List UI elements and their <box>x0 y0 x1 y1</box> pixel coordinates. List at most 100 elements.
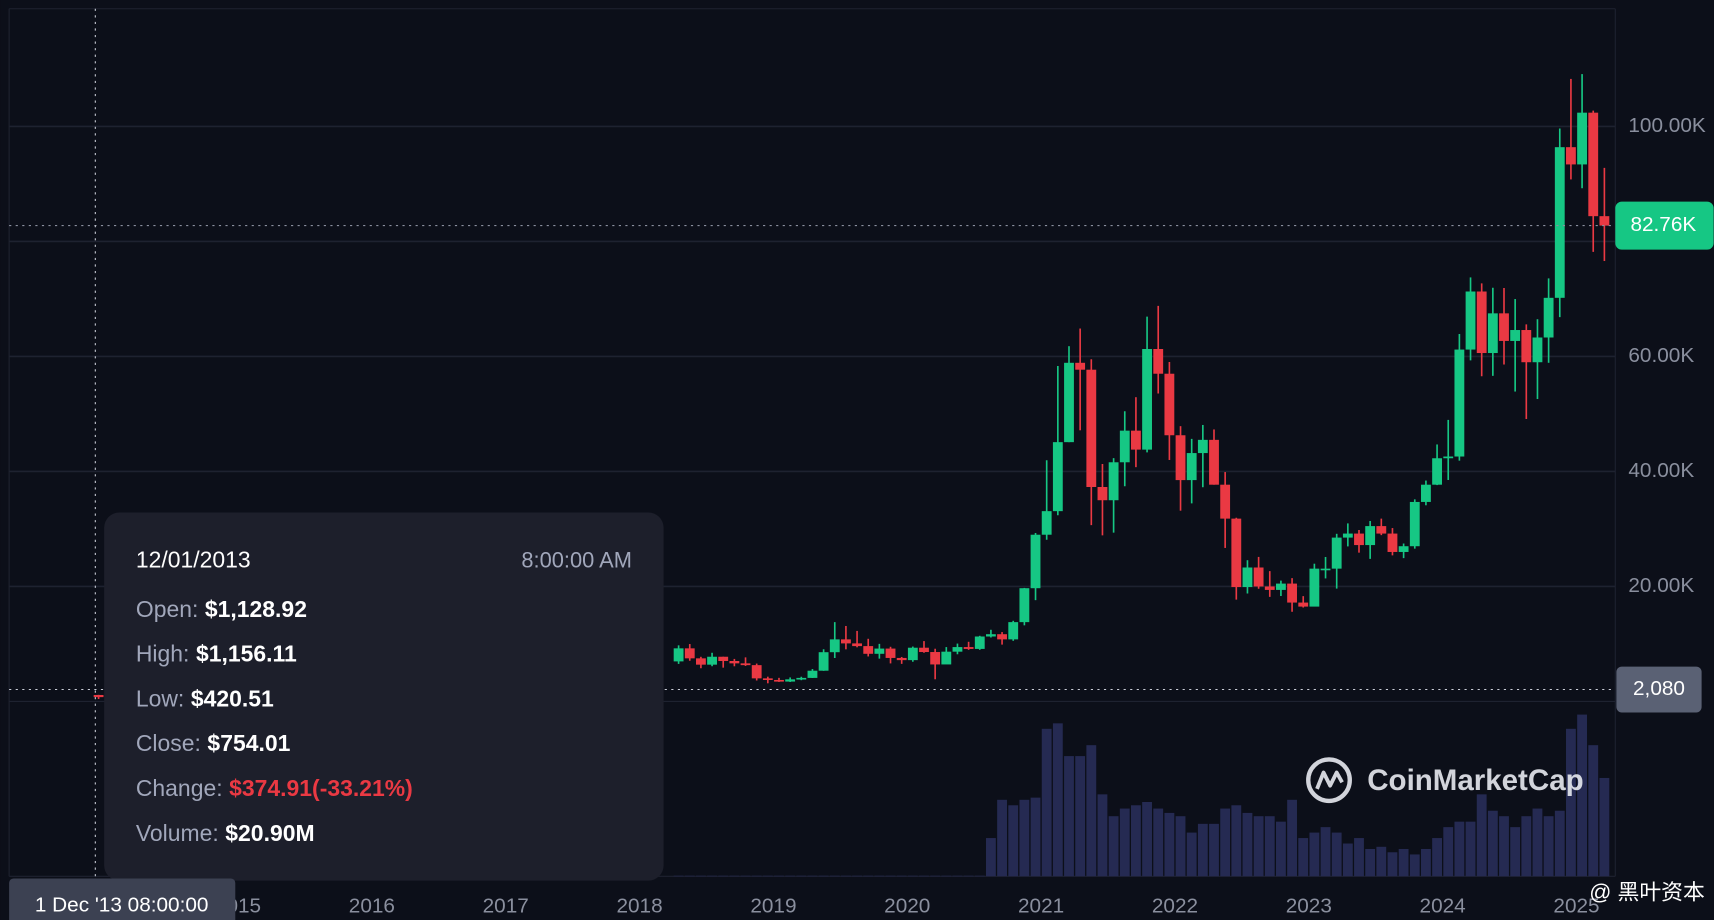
crosshair-price-label: 2,080 <box>1633 677 1685 700</box>
x-tick-label: 2022 <box>1152 894 1198 917</box>
candle-body <box>941 651 952 665</box>
volume-bar <box>941 875 952 877</box>
crosshair-date-label: 1 Dec '13 08:00:00 <box>35 893 209 916</box>
x-tick-label: 2020 <box>884 894 930 917</box>
candle-body <box>1209 439 1219 485</box>
volume-bar <box>997 799 1007 877</box>
candle-body <box>1264 586 1275 590</box>
volume-bar <box>852 875 862 877</box>
tooltip-box <box>104 512 664 881</box>
tooltip-row-value: $754.01 <box>207 730 290 756</box>
volume-bar <box>1197 823 1208 877</box>
candle-body <box>1220 484 1231 519</box>
tooltip-row: Open: $1,128.92 <box>136 596 307 622</box>
candle-body <box>1287 583 1297 603</box>
candle-body <box>1197 439 1208 454</box>
candle-body <box>885 648 896 658</box>
candle-body <box>1510 330 1521 341</box>
volume <box>93 714 1610 877</box>
volume-bar <box>1186 832 1197 877</box>
volume-bar <box>1064 756 1074 877</box>
volume-bar <box>818 875 829 877</box>
volume-bar <box>707 875 717 877</box>
volume-bar <box>1086 745 1097 877</box>
x-tick-label: 2017 <box>483 894 529 917</box>
candle-body <box>1175 435 1186 481</box>
volume-bar <box>1532 808 1543 877</box>
candle-body <box>1521 330 1532 363</box>
volume-bar <box>1008 805 1019 877</box>
candle-body <box>1041 511 1052 535</box>
tooltip-row: Low: $420.51 <box>136 685 274 711</box>
candle-body <box>1108 462 1119 501</box>
volume-bar <box>1231 805 1242 877</box>
candles <box>93 74 1610 700</box>
volume-bar <box>796 875 807 877</box>
volume-bar <box>1108 816 1119 877</box>
candle-body <box>1309 568 1320 607</box>
candle-body <box>963 647 974 649</box>
watermark: @ 黑叶资本 <box>1589 880 1705 905</box>
tooltip-row: Volume: $20.90M <box>136 820 315 846</box>
volume-bar <box>974 875 985 877</box>
current-price-box <box>1615 201 1714 250</box>
x-tick-label: 2021 <box>1018 894 1064 917</box>
candle-body <box>751 665 762 679</box>
tooltip-date: 12/01/2013 <box>136 547 251 573</box>
volume-bar <box>762 875 773 877</box>
volume-bar <box>1220 808 1231 877</box>
volume-bar <box>1209 823 1219 877</box>
candle-body <box>1242 567 1253 588</box>
candle-body <box>1119 430 1130 463</box>
logo-icon <box>1315 770 1344 790</box>
x-tick-label: 2025 <box>1553 894 1599 917</box>
volume-bar <box>1030 797 1041 877</box>
tooltip-row-label: Close: <box>136 730 201 756</box>
volume-bar <box>1309 832 1320 877</box>
volume-bar <box>1164 812 1175 877</box>
tooltip-row: Close: $754.01 <box>136 730 291 756</box>
volume-bar <box>695 875 706 877</box>
volume-bar <box>919 875 929 877</box>
candle-body <box>1499 313 1509 341</box>
candle-body <box>952 647 963 652</box>
volume-bar <box>1276 821 1286 877</box>
logo-icon <box>1306 757 1352 804</box>
candle-body <box>1019 588 1030 623</box>
candle-body <box>1532 337 1543 363</box>
tooltip-time: 8:00:00 AM <box>521 547 632 572</box>
crosshair-price-box <box>1616 666 1702 713</box>
tooltip-row-label: Low: <box>136 685 184 711</box>
volume-bar <box>829 875 840 877</box>
volume-bar <box>1510 827 1521 877</box>
candle-body <box>852 643 862 647</box>
y-tick-label: 40.00K <box>1628 459 1694 482</box>
candle-body <box>1554 147 1565 298</box>
volume-bar <box>907 875 918 877</box>
volume-bar <box>1041 728 1052 877</box>
candle-body <box>818 652 829 671</box>
candle-body <box>1409 501 1420 547</box>
volume-bar <box>1298 838 1309 877</box>
crosshair-date-box <box>9 878 236 920</box>
volume-bar <box>1499 816 1509 877</box>
tooltip-row-value: $1,156.11 <box>196 641 297 667</box>
candle-body <box>1454 349 1465 457</box>
volume-bar <box>1432 838 1442 877</box>
volume-bar <box>1075 756 1086 877</box>
volume-bar <box>896 875 907 877</box>
volume-bar <box>1387 852 1398 877</box>
y-tick-label: 100.00K <box>1628 114 1705 137</box>
volume-bar <box>751 875 762 877</box>
candle-body <box>1008 622 1019 640</box>
volume-bar <box>1342 843 1353 877</box>
candle-body <box>1086 369 1097 487</box>
volume-bar <box>740 875 751 877</box>
volume-bar <box>1409 854 1420 877</box>
candle-body <box>1588 112 1599 217</box>
candle-body <box>1443 456 1454 459</box>
tooltip-row-value: $374.91(-33.21%) <box>229 775 413 801</box>
tooltip-row-value: $420.51 <box>191 685 274 711</box>
